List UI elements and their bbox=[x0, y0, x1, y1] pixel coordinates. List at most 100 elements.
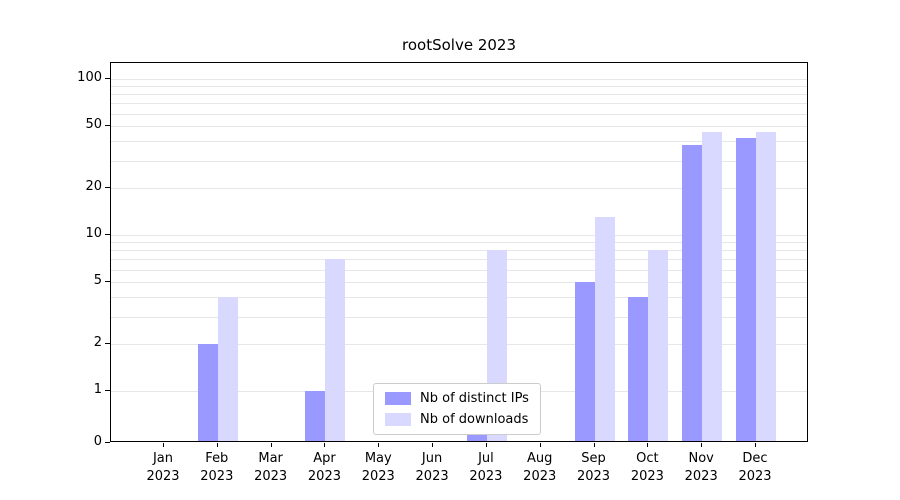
legend-item-downloads: Nb of downloads bbox=[385, 412, 529, 427]
bar-nb-of-downloads-feb bbox=[217, 297, 238, 441]
gridline bbox=[111, 259, 807, 261]
bar-nb-of-distinct-ips-sep bbox=[574, 281, 595, 441]
x-tick-year: 2023 bbox=[146, 469, 180, 485]
x-tick-month: Mar bbox=[258, 451, 283, 466]
x-tick-mark bbox=[216, 443, 218, 447]
legend-label-downloads: Nb of downloads bbox=[420, 412, 529, 427]
y-tick-label: 1 bbox=[93, 382, 102, 397]
gridline bbox=[111, 94, 807, 96]
x-tick-month: Jun bbox=[421, 451, 443, 466]
gridline bbox=[111, 113, 807, 115]
y-tick-label: 5 bbox=[93, 272, 102, 288]
x-tick-year: 2023 bbox=[469, 469, 503, 485]
x-tick-month: Nov bbox=[688, 451, 714, 466]
gridline bbox=[111, 269, 807, 271]
x-tick-month: Sep bbox=[581, 451, 606, 466]
x-tick-mark bbox=[378, 443, 380, 447]
gridline bbox=[111, 297, 807, 299]
x-tick-label: Jul 2023 bbox=[458, 450, 514, 486]
x-tick-mark bbox=[755, 443, 756, 447]
gridline bbox=[111, 235, 807, 236]
x-tick-label: Jun 2023 bbox=[404, 450, 460, 486]
x-tick-mark bbox=[647, 443, 649, 447]
gridline bbox=[111, 79, 807, 80]
y-tick-label: 20 bbox=[85, 179, 102, 195]
bar-nb-of-distinct-ips-oct bbox=[628, 297, 649, 441]
gridline bbox=[111, 141, 807, 143]
x-tick-label: Jan 2023 bbox=[135, 450, 191, 486]
gridline bbox=[111, 316, 807, 318]
x-tick-mark bbox=[270, 443, 272, 447]
x-tick-month: Oct bbox=[636, 451, 659, 466]
legend-swatch-downloads-icon bbox=[385, 413, 411, 426]
x-tick-mark bbox=[324, 443, 326, 447]
x-tick-mark bbox=[701, 443, 703, 447]
x-tick-month: Dec bbox=[742, 451, 768, 466]
bar-nb-of-distinct-ips-nov bbox=[682, 144, 703, 441]
bar-nb-of-downloads-nov bbox=[702, 131, 723, 441]
gridline bbox=[111, 281, 807, 283]
x-tick-mark bbox=[163, 443, 164, 447]
y-tick-label: 2 bbox=[93, 335, 102, 351]
y-tick-label: 10 bbox=[85, 226, 102, 241]
x-tick-month: Aug bbox=[527, 451, 553, 466]
y-tick-label: 100 bbox=[77, 70, 102, 85]
x-tick-month: May bbox=[364, 451, 392, 466]
gridline bbox=[111, 160, 807, 162]
x-tick-month: Apr bbox=[313, 451, 336, 466]
x-tick-mark bbox=[539, 443, 541, 447]
x-tick-label: Feb 2023 bbox=[189, 450, 245, 486]
x-tick-month: Feb bbox=[205, 451, 229, 466]
y-tick-mark bbox=[105, 390, 110, 391]
bar-nb-of-downloads-dec bbox=[756, 131, 776, 441]
x-tick-mark bbox=[593, 443, 595, 447]
x-tick-year: 2023 bbox=[200, 469, 234, 485]
gridline bbox=[111, 344, 807, 346]
legend-item-distinct-ips: Nb of distinct IPs bbox=[385, 391, 529, 406]
y-tick-mark bbox=[105, 234, 110, 235]
y-tick-label: 0 bbox=[93, 434, 102, 449]
x-tick-year: 2023 bbox=[254, 469, 288, 485]
bar-nb-of-downloads-apr bbox=[325, 259, 346, 441]
x-tick-year: 2023 bbox=[307, 469, 341, 485]
x-tick-year: 2023 bbox=[684, 469, 718, 485]
bar-nb-of-distinct-ips-dec bbox=[736, 137, 756, 441]
x-tick-mark bbox=[432, 443, 434, 447]
bar-nb-of-downloads-sep bbox=[594, 217, 615, 441]
y-tick-mark bbox=[105, 78, 110, 79]
legend-swatch-distinct-ips-icon bbox=[385, 392, 411, 405]
bar-nb-of-distinct-ips-feb bbox=[197, 344, 218, 441]
legend: Nb of distinct IPs Nb of downloads bbox=[373, 383, 541, 435]
x-tick-year: 2023 bbox=[630, 469, 664, 485]
x-tick-month: Jul bbox=[478, 451, 494, 466]
bar-nb-of-downloads-oct bbox=[648, 250, 669, 441]
y-tick-mark bbox=[105, 187, 110, 189]
gridline bbox=[111, 188, 807, 190]
x-tick-label: May 2023 bbox=[350, 450, 406, 486]
y-tick-mark bbox=[105, 442, 110, 443]
x-tick-month: Jan bbox=[152, 451, 174, 466]
plot-area: Nb of distinct IPs Nb of downloads bbox=[110, 62, 808, 442]
gridline bbox=[111, 125, 807, 127]
x-tick-year: 2023 bbox=[738, 469, 772, 485]
x-tick-label: Aug 2023 bbox=[512, 450, 568, 486]
y-tick-label: 50 bbox=[85, 116, 102, 132]
chart-title: rootSolve 2023 bbox=[402, 36, 516, 54]
x-tick-label: Oct 2023 bbox=[619, 450, 675, 486]
gridline bbox=[111, 242, 807, 244]
x-tick-label: Mar 2023 bbox=[243, 450, 299, 486]
legend-label-distinct-ips: Nb of distinct IPs bbox=[420, 391, 529, 406]
bar-nb-of-distinct-ips-apr bbox=[305, 391, 326, 441]
gridline bbox=[111, 103, 807, 105]
y-tick-mark bbox=[105, 124, 110, 126]
x-tick-label: Apr 2023 bbox=[296, 450, 352, 486]
x-tick-year: 2023 bbox=[361, 469, 395, 485]
gridline bbox=[111, 86, 807, 88]
x-tick-year: 2023 bbox=[576, 469, 611, 485]
x-tick-label: Sep 2023 bbox=[566, 450, 622, 486]
x-tick-label: Nov 2023 bbox=[673, 450, 729, 486]
x-tick-year: 2023 bbox=[523, 469, 557, 485]
x-tick-label: Dec 2023 bbox=[727, 450, 783, 486]
y-tick-mark bbox=[105, 343, 110, 345]
